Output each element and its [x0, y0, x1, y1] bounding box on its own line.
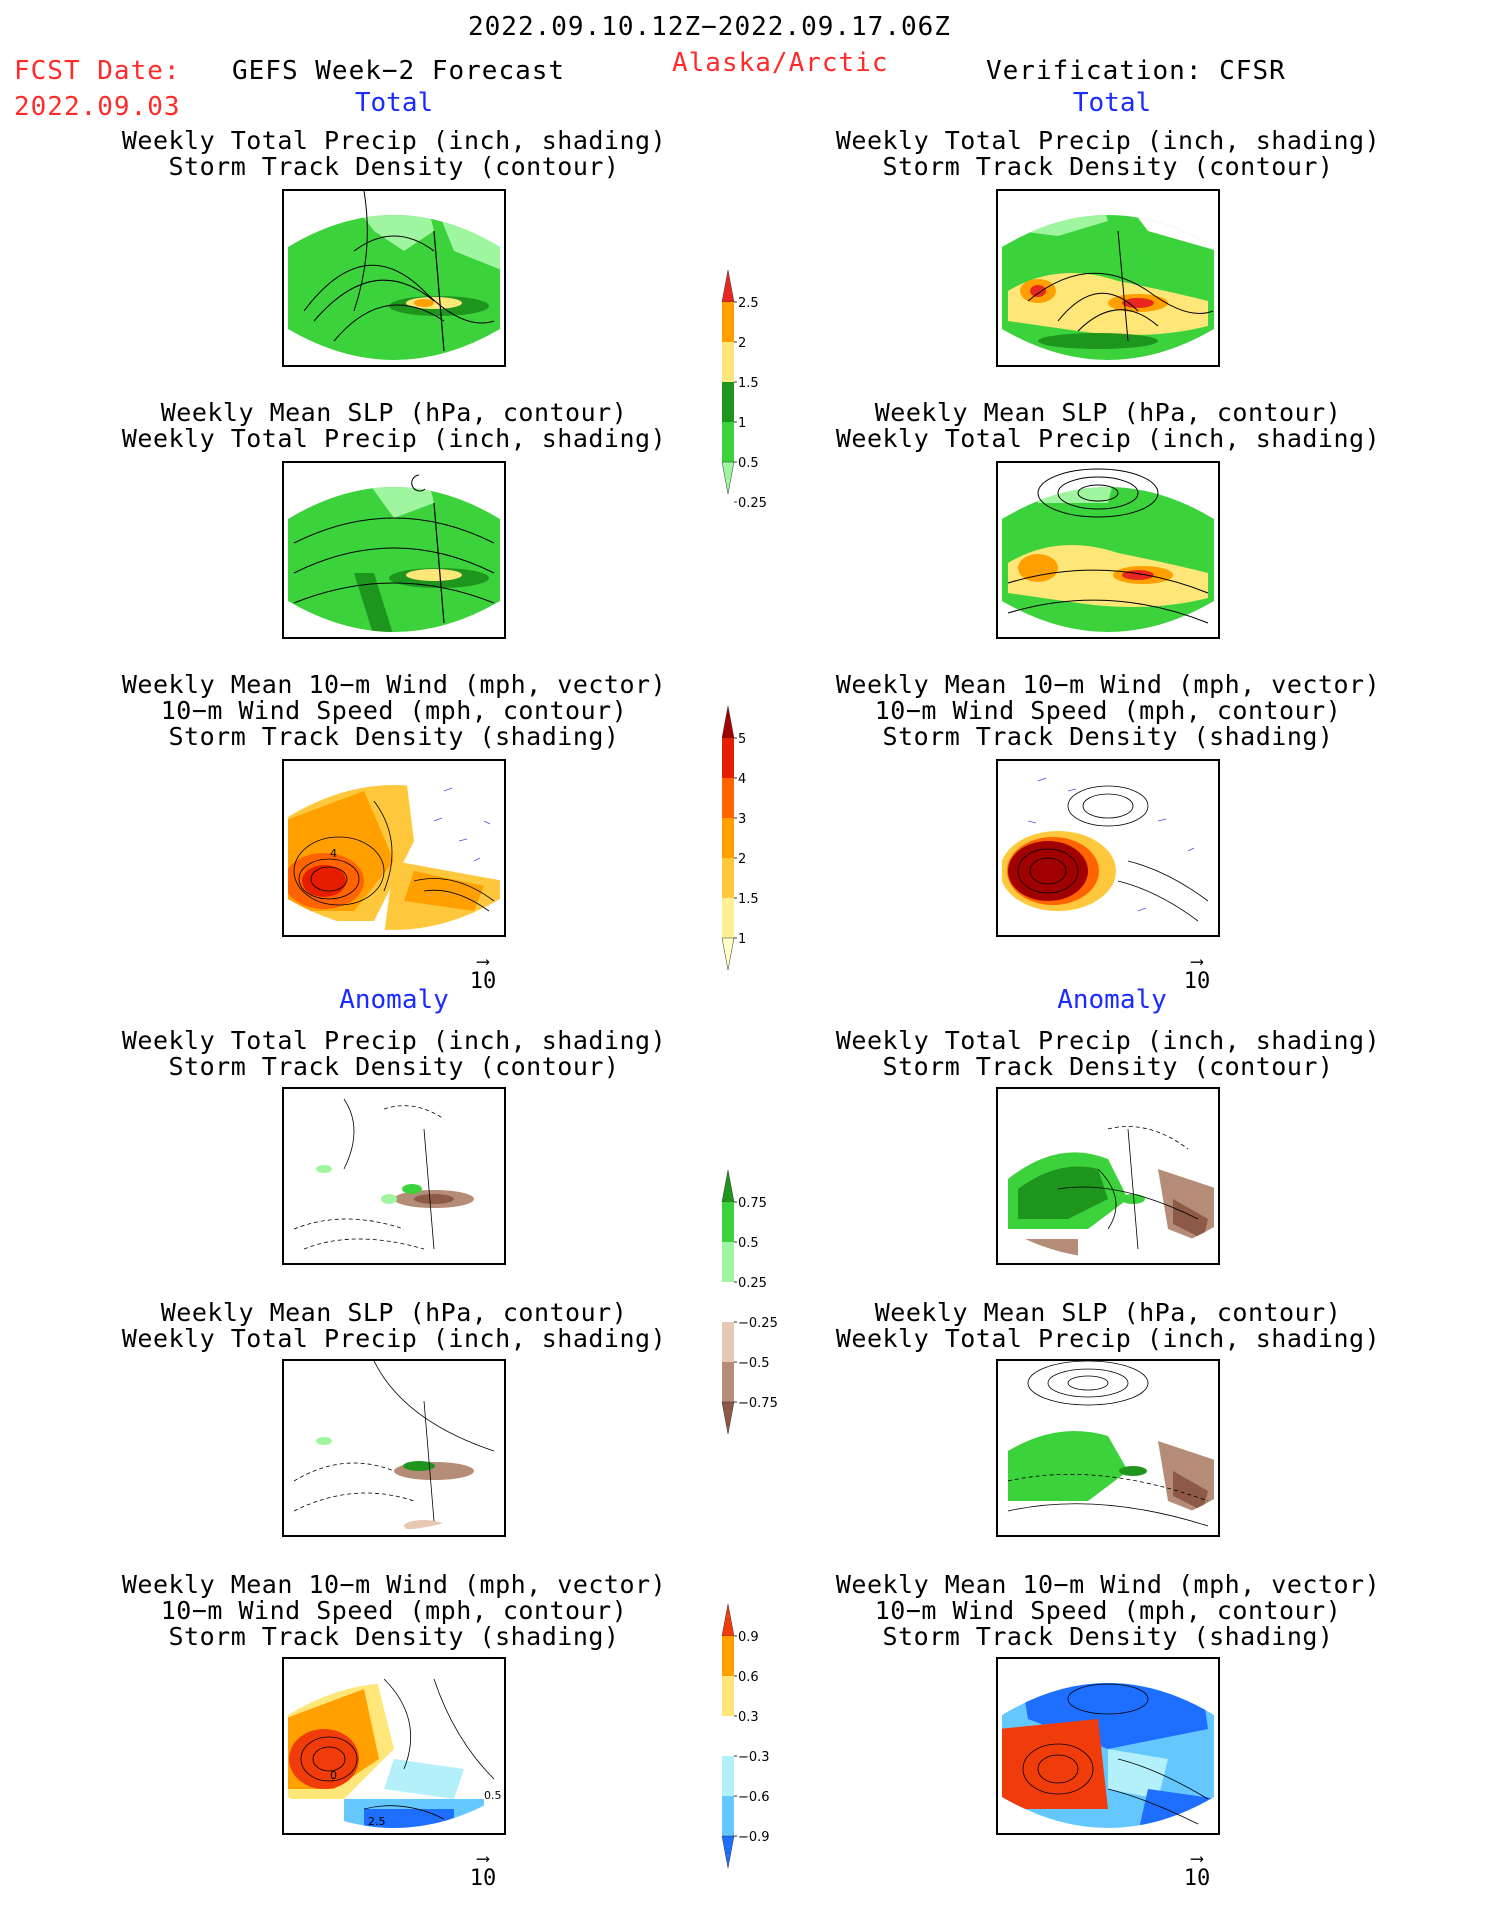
map-anom-wind-track-left: 0 2.5 0.5 — [282, 1657, 506, 1835]
title-anom-slp-precip-left: Weekly Mean SLP (hPa, contour) Weekly Tot… — [121, 1298, 667, 1353]
section-anomaly-left: Anomaly — [339, 985, 449, 1015]
colorbar-precip-anomaly-segment — [722, 1282, 734, 1322]
colorbar-precip-anomaly-segment — [722, 1322, 734, 1362]
map-total-wind-track-right — [996, 759, 1220, 937]
map-anom-wind-track-right — [996, 1657, 1220, 1835]
map-anom-precip-track-right — [996, 1087, 1220, 1265]
title-wind-track-right: Weekly Mean 10−m Wind (mph, vector) 10−m … — [835, 670, 1381, 751]
colorbar-precip-total-segment — [722, 422, 734, 462]
colorbar-track-anomaly-bottom-triangle — [721, 1835, 735, 1869]
colorbar-precip-anomaly-tick-label: 0.5 — [738, 1236, 759, 1251]
colorbar-track-total-tick-label: 1 — [738, 932, 746, 947]
colorbar-track-total-segment — [722, 778, 734, 818]
colorbar-track-anomaly-tick-label: 0.3 — [738, 1710, 759, 1725]
wind-reference-vector-anom-right: ⟶ 10 — [1183, 1848, 1211, 1892]
colorbar-precip-anomaly-tick-label: −0.5 — [738, 1356, 770, 1371]
colorbar-precip-total-tick-label: 1 — [738, 416, 746, 431]
fcst-date-label: FCST Date: — [14, 56, 181, 86]
colorbar-track-total-segment — [722, 858, 734, 898]
colorbar-precip-anomaly-tick-label: 0.75 — [738, 1196, 767, 1211]
colorbar-precip-total-tick-label: 2 — [738, 336, 746, 351]
colorbar-track-anomaly-segment — [722, 1796, 734, 1836]
map-label-value: 0.5 — [484, 1789, 502, 1802]
map-label-value: 2.5 — [368, 1815, 386, 1828]
colorbar-precip-total-tick-label: 1.5 — [738, 376, 759, 391]
map-total-precip-track-right — [996, 189, 1220, 367]
section-total-left: Total — [354, 88, 434, 118]
map-total-wind-track-left: 4 — [282, 759, 506, 937]
title-anom-wind-track-left: Weekly Mean 10−m Wind (mph, vector) 10−m … — [121, 1570, 667, 1651]
colorbar-track-anomaly-tick-label: 0.9 — [738, 1630, 759, 1645]
colorbar-precip-anomaly-bottom-triangle — [721, 1401, 735, 1435]
map-label-value: 0 — [330, 1769, 337, 1782]
colorbar-precip-total-bottom-triangle — [721, 461, 735, 495]
colorbar-track-total-segment — [722, 738, 734, 778]
colorbar-precip-total-tick-label: 2.5 — [738, 296, 759, 311]
colorbar-precip-total-top-triangle — [721, 269, 735, 303]
section-anomaly-right: Anomaly — [1057, 985, 1167, 1015]
colorbar-precip-total-segment — [722, 382, 734, 422]
colorbar-track-total-top-triangle — [721, 705, 735, 739]
colorbar-precip-total-tick-label: 0.25 — [738, 496, 767, 511]
title-anom-precip-track-left: Weekly Total Precip (inch, shading) Storm… — [121, 1026, 667, 1081]
colorbar-track-anomaly-top-triangle — [721, 1603, 735, 1637]
colorbar-precip-total-tick-label: 0.5 — [738, 456, 759, 471]
colorbar-track-total-tick-label: 1.5 — [738, 892, 759, 907]
map-total-slp-precip-left — [282, 461, 506, 639]
colorbar-precip-total-segment — [722, 302, 734, 342]
colorbar-precip-anomaly-segment — [722, 1362, 734, 1402]
colorbar-track-anomaly-tick-label: −0.9 — [738, 1830, 770, 1845]
region-title: Alaska/Arctic — [672, 48, 889, 78]
colorbar-track-total-tick-label: 2 — [738, 852, 746, 867]
colorbar-precip-anomaly-tick-label: −0.25 — [738, 1316, 778, 1331]
title-slp-precip-left: Weekly Mean SLP (hPa, contour) Weekly Tot… — [121, 398, 667, 453]
section-total-right: Total — [1072, 88, 1152, 118]
colorbar-track-total-bottom-triangle — [721, 937, 735, 971]
colorbar-track-anomaly-tick-label: 0.6 — [738, 1670, 759, 1685]
colorbar-track-anomaly-segment — [722, 1716, 734, 1756]
title-precip-track-left: Weekly Total Precip (inch, shading) Storm… — [121, 126, 667, 181]
title-anom-precip-track-right: Weekly Total Precip (inch, shading) Storm… — [835, 1026, 1381, 1081]
colorbar-track-total-tick-label: 4 — [738, 772, 746, 787]
title-precip-track-right: Weekly Total Precip (inch, shading) Storm… — [835, 126, 1381, 181]
colorbar-precip-anomaly-segment — [722, 1242, 734, 1282]
title-slp-precip-right: Weekly Mean SLP (hPa, contour) Weekly Tot… — [835, 398, 1381, 453]
title-anom-wind-track-right: Weekly Mean 10−m Wind (mph, vector) 10−m … — [835, 1570, 1381, 1651]
wind-reference-vector-total-right: ⟶ 10 — [1183, 951, 1211, 995]
map-total-precip-track-left — [282, 189, 506, 367]
colorbar-track-anomaly-tick-label: −0.3 — [738, 1750, 770, 1765]
colorbar-precip-anomaly-tick-label: −0.75 — [738, 1396, 778, 1411]
colorbar-track-anomaly-segment — [722, 1756, 734, 1796]
colorbar-precip-anomaly-tick-label: 0.25 — [738, 1276, 767, 1291]
colorbar-precip-anomaly-segment — [722, 1202, 734, 1242]
colorbar-track-total-segment — [722, 818, 734, 858]
colorbar-precip-total-segment — [722, 342, 734, 382]
colorbar-track-anomaly-segment — [722, 1636, 734, 1676]
verification-title: Verification: CFSR — [986, 56, 1286, 86]
colorbar-track-total-segment — [722, 898, 734, 938]
colorbar-track-anomaly-segment — [722, 1676, 734, 1716]
colorbar-track-anomaly-tick-label: −0.6 — [738, 1790, 770, 1805]
colorbar-track-total-tick-label: 5 — [738, 732, 746, 747]
wind-reference-vector-anom-left: ⟶ 10 — [469, 1848, 497, 1892]
valid-period: 2022.09.10.12Z−2022.09.17.06Z — [468, 12, 951, 42]
map-anom-slp-precip-right — [996, 1359, 1220, 1537]
title-wind-track-left: Weekly Mean 10−m Wind (mph, vector) 10−m … — [121, 670, 667, 751]
colorbar-track-total-tick-label: 3 — [738, 812, 746, 827]
map-anom-slp-precip-left — [282, 1359, 506, 1537]
colorbar-precip-anomaly-top-triangle — [721, 1169, 735, 1203]
colorbar-track-total: 5 4 3 2 1.5 1 — [720, 705, 780, 1000]
title-anom-slp-precip-right: Weekly Mean SLP (hPa, contour) Weekly Tot… — [835, 1298, 1381, 1353]
map-label-value: 4 — [330, 847, 337, 860]
map-total-slp-precip-right — [996, 461, 1220, 639]
fcst-date: 2022.09.03 — [14, 92, 181, 122]
colorbar-precip-total: 2.5 2 1.5 1 0.5 0.25 — [720, 269, 780, 564]
wind-reference-vector-total-left: ⟶ 10 — [469, 951, 497, 995]
colorbar-precip-anomaly: 0.75 0.5 0.25 −0.25 −0.5 −0.75 — [720, 1169, 780, 1464]
map-anom-precip-track-left — [282, 1087, 506, 1265]
colorbar-track-anomaly: 0.9 0.6 0.3 −0.3 −0.6 −0.9 — [720, 1603, 780, 1898]
model-title: GEFS Week−2 Forecast — [232, 56, 566, 86]
